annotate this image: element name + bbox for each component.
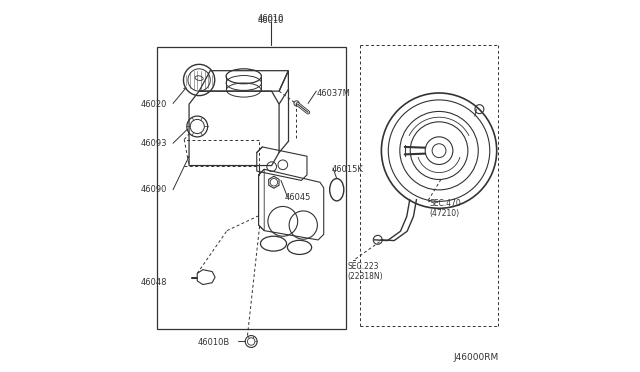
Text: 46045: 46045 [285, 193, 311, 202]
Text: 46010B: 46010B [198, 338, 230, 347]
Text: SEC.223
(22318N): SEC.223 (22318N) [347, 262, 383, 281]
Text: 46020: 46020 [140, 100, 167, 109]
Text: 46093: 46093 [140, 139, 167, 148]
Text: J46000RM: J46000RM [453, 353, 499, 362]
Text: 46010: 46010 [258, 14, 284, 23]
Text: 46048: 46048 [140, 278, 167, 287]
Text: 46010: 46010 [258, 16, 284, 25]
Bar [157, 46, 346, 329]
Text: SEC.470
(47210): SEC.470 (47210) [429, 199, 461, 218]
Text: 46015K: 46015K [331, 165, 363, 174]
Text: 46090: 46090 [140, 185, 167, 194]
Text: 46037M: 46037M [316, 89, 350, 97]
